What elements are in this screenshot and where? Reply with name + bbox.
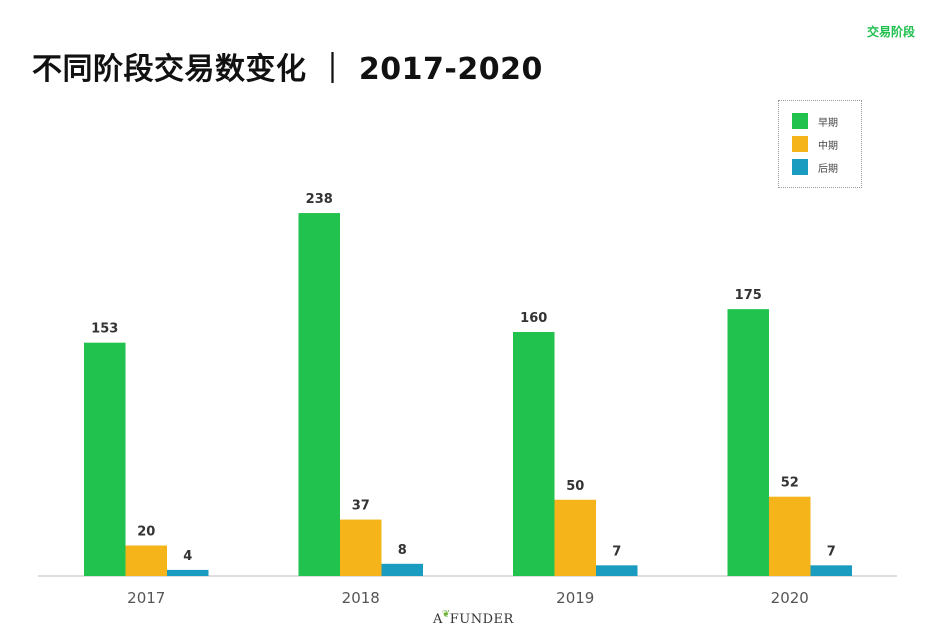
x-tick-label-2018: 2018 [342,589,380,607]
data-label-mid-2019: 50 [566,479,584,494]
legend-item-early: 早期 [792,113,838,129]
bar-late-2018 [381,563,423,576]
leaf-icon: ❦ [441,609,451,620]
data-label-late-2020: 7 [827,544,836,559]
data-label-early-2020: 175 [735,288,762,303]
x-tick-label-2019: 2019 [556,589,594,607]
bar-early-2017 [84,342,126,576]
bar-mid-2017 [125,545,167,576]
bar-late-2020 [810,565,852,576]
x-tick-label-2020: 2020 [771,589,809,607]
legend-label-early: 早期 [818,117,838,129]
bar-late-2017 [167,569,209,576]
data-label-early-2018: 238 [306,192,333,207]
data-label-mid-2017: 20 [137,525,155,540]
data-label-mid-2018: 37 [352,499,370,514]
section-tag: 交易阶段 [866,25,915,39]
legend-label-mid: 中期 [818,140,838,152]
bar-early-2019 [513,332,555,576]
agfunder-logo: A❦FUNDER [433,609,514,627]
bar-early-2018 [298,213,340,577]
page-title: 不同阶段交易数变化 ｜ 2017-2020 [32,52,543,87]
data-label-mid-2020: 52 [781,476,799,491]
bar-mid-2019 [554,499,596,576]
data-label-late-2017: 4 [183,549,192,564]
legend-item-late: 后期 [792,159,838,175]
data-label-early-2017: 153 [91,322,118,337]
legend-label-late: 后期 [818,163,838,175]
legend-swatch-early [792,113,808,129]
bar-mid-2018 [340,519,382,576]
bar-mid-2020 [769,496,811,576]
x-tick-label-2017: 2017 [127,589,165,607]
legend-swatch-late [792,159,808,175]
data-label-late-2019: 7 [612,544,621,559]
data-label-late-2018: 8 [398,543,407,558]
legend-item-mid: 中期 [792,136,838,152]
data-label-early-2019: 160 [520,311,547,326]
chart-legend: 早期 中期 后期 [778,100,862,188]
bar-early-2020 [727,309,769,576]
bar-late-2019 [596,565,638,576]
legend-swatch-mid [792,136,808,152]
